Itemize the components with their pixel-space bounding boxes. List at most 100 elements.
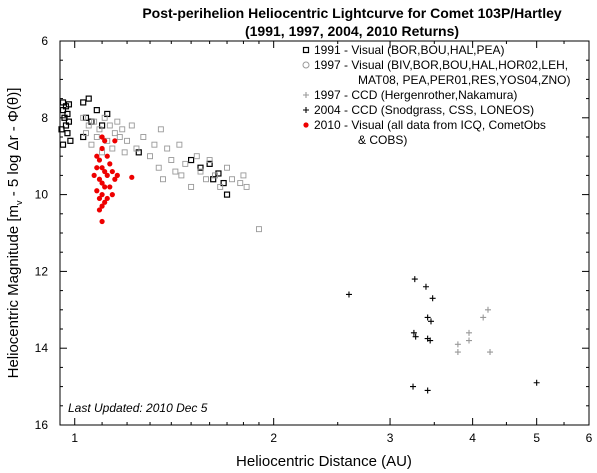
data-point-series-4: [112, 176, 118, 182]
data-point-series-0: [58, 126, 65, 133]
legend-label-1: MAT08, PEA,PER01,RES,YOS04,ZNO): [358, 73, 571, 87]
data-point-series-1: [124, 137, 131, 144]
legend-marker-4: [303, 122, 309, 128]
data-point-series-0: [93, 107, 100, 114]
data-point-series-4: [99, 145, 105, 152]
data-point-series-0: [220, 179, 227, 187]
data-point-series-1: [176, 141, 183, 148]
data-point-series-4: [99, 203, 105, 209]
data-point-series-4: [96, 195, 103, 202]
x-tick-label: 2: [270, 431, 277, 445]
data-point-series-1: [157, 126, 164, 133]
data-point-series-4: [99, 218, 105, 225]
data-point-series-0: [210, 176, 217, 183]
legend-marker-3: [303, 107, 309, 113]
data-point-series-4: [96, 207, 103, 213]
y-tick-label: 10: [35, 188, 49, 202]
data-point-series-1: [109, 145, 116, 152]
data-point-series-1: [217, 183, 224, 190]
data-point-series-0: [197, 164, 204, 171]
data-point-series-1: [237, 180, 244, 187]
data-point-series-4: [94, 165, 100, 171]
data-point-series-1: [140, 134, 147, 140]
legend: 1991 - Visual (BOR,BOU,HAL,PEA)1997 - Vi…: [302, 43, 571, 147]
data-point-series-1: [133, 145, 140, 152]
data-point-series-1: [197, 168, 204, 175]
data-point-series-0: [67, 137, 74, 144]
data-point-series-2: [480, 314, 487, 321]
data-point-series-4: [109, 168, 115, 175]
data-point-series-1: [164, 145, 171, 152]
data-point-series-1: [111, 130, 118, 137]
data-point-series-1: [243, 183, 250, 190]
y-tick-label: 16: [35, 418, 49, 432]
data-point-series-4: [114, 172, 120, 178]
data-point-series-4: [99, 165, 105, 171]
data-point-series-1: [212, 172, 218, 179]
data-point-series-4: [99, 192, 105, 198]
data-point-series-4: [109, 192, 115, 198]
data-point-series-0: [188, 156, 195, 164]
data-point-series-1: [155, 164, 162, 171]
data-point-series-4: [104, 172, 110, 178]
data-point-series-3: [424, 314, 431, 321]
legend-label-4: & COBS): [358, 133, 407, 147]
data-point-series-2: [487, 349, 494, 356]
data-point-series-0: [85, 95, 92, 102]
data-point-series-1: [240, 172, 247, 179]
data-point-series-3: [345, 291, 352, 298]
legend-label-3: 2004 - CCD (Snodgrass, CSS, LONEOS): [314, 103, 534, 117]
data-point-series-1: [203, 176, 209, 183]
x-axis: 1 2 3 4 5 6: [71, 41, 593, 445]
x-tick-label: 1: [71, 431, 78, 445]
y-axis-title-subscript: v: [14, 200, 24, 205]
data-point-series-1: [93, 134, 100, 140]
data-point-series-4: [91, 172, 97, 178]
data-point-series-4: [104, 195, 110, 202]
data-point-series-0: [59, 141, 67, 148]
data-point-series-3: [412, 333, 419, 340]
data-point-series-4: [129, 174, 135, 180]
chart-subtitle: (1991, 1997, 2004, 2010 Returns): [245, 23, 459, 39]
data-points: [58, 95, 540, 394]
data-point-series-1: [85, 122, 92, 129]
data-point-series-2: [466, 337, 473, 344]
legend-label-0: 1991 - Visual (BOR,BOU,HAL,PEA): [314, 43, 505, 57]
data-point-series-1: [106, 122, 113, 129]
data-point-series-1: [182, 160, 189, 167]
data-point-series-4: [96, 176, 103, 182]
legend-label-4: 2010 - Visual (all data from ICQ, CometO…: [314, 118, 546, 132]
data-point-series-3: [410, 383, 417, 390]
data-point-series-1: [114, 118, 121, 125]
data-point-series-1: [193, 153, 200, 160]
data-point-series-4: [94, 153, 100, 159]
y-tick-label: 8: [41, 111, 48, 125]
last-updated-note: Last Updated: 2010 Dec 5: [68, 401, 208, 415]
data-point-series-1: [168, 157, 175, 163]
data-point-series-1: [88, 141, 95, 148]
data-point-series-1: [172, 168, 179, 175]
legend-marker-1: [302, 61, 310, 69]
data-point-series-0: [64, 130, 71, 137]
data-point-series-3: [427, 318, 434, 325]
data-point-series-3: [422, 283, 429, 290]
legend-marker-0: [302, 46, 310, 54]
data-point-series-2: [454, 341, 461, 348]
y-axis-title-tail: - 5 log Δr - Φ(θ)]: [5, 88, 22, 201]
chart-title: Post-perihelion Heliocentric Lightcurve …: [142, 5, 562, 21]
data-point-series-0: [80, 99, 87, 106]
y-axis-title-lead: Heliocentric Magnitude [m: [5, 205, 22, 378]
data-point-series-0: [65, 101, 73, 108]
data-point-series-4: [96, 157, 103, 163]
y-tick-label: 14: [35, 341, 49, 355]
data-point-series-4: [102, 168, 108, 175]
data-point-series-0: [206, 160, 213, 167]
data-point-series-3: [424, 387, 431, 394]
data-point-series-3: [411, 276, 418, 283]
data-point-series-4: [94, 188, 100, 194]
data-point-series-1: [91, 118, 98, 125]
x-tick-label: 6: [586, 431, 593, 445]
x-axis-title: Heliocentric Distance (AU): [236, 453, 412, 470]
data-point-series-3: [533, 379, 540, 386]
